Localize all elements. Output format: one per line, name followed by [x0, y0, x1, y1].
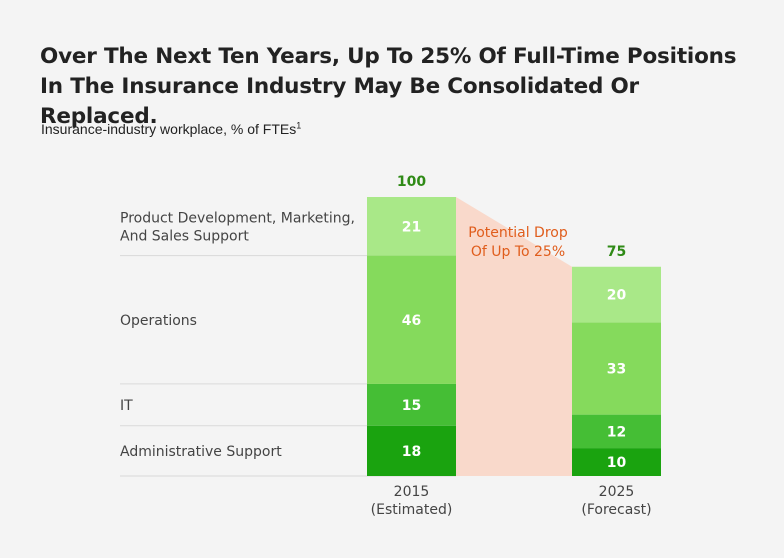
bar-segment	[367, 255, 456, 384]
data-label: 21	[402, 219, 421, 235]
category-label: 2025	[599, 484, 635, 500]
bar-segment	[367, 425, 456, 476]
subtitle-text: Insurance-industry workplace, % of FTEs	[41, 121, 297, 137]
bar-segment	[367, 197, 456, 256]
data-label: 18	[402, 444, 421, 460]
data-label: 10	[607, 455, 627, 471]
data-label: 12	[607, 424, 626, 440]
chart-title: Over The Next Ten Years, Up To 25% Of Fu…	[40, 44, 737, 129]
potential-drop-band	[456, 197, 572, 476]
bar-segment	[572, 322, 661, 415]
bar-segment	[572, 414, 661, 449]
drop-annotation: Potential Drop	[468, 225, 568, 241]
category-label: (Forecast)	[581, 502, 651, 518]
total-label: 75	[607, 244, 626, 260]
data-label: 15	[402, 398, 421, 414]
bar-segment	[572, 448, 661, 476]
series-label: IT	[120, 398, 133, 414]
category-label: 2015	[394, 484, 430, 500]
data-label: 33	[607, 362, 626, 378]
subtitle-footnote: 1	[296, 120, 302, 131]
chart-subtitle: Insurance-industry workplace, % of FTEs1	[41, 121, 301, 137]
bar-segment	[572, 266, 661, 323]
series-label: And Sales Support	[120, 228, 249, 244]
bar-segment	[367, 383, 456, 426]
data-label: 20	[607, 288, 627, 304]
drop-annotation: Of Up To 25%	[471, 244, 565, 260]
data-label: 46	[402, 313, 421, 329]
series-label: Administrative Support	[120, 444, 282, 460]
series-label: Operations	[120, 313, 197, 329]
category-label: (Estimated)	[371, 502, 453, 518]
series-label: Product Development, Marketing,	[120, 210, 355, 226]
total-label: 100	[397, 174, 426, 190]
